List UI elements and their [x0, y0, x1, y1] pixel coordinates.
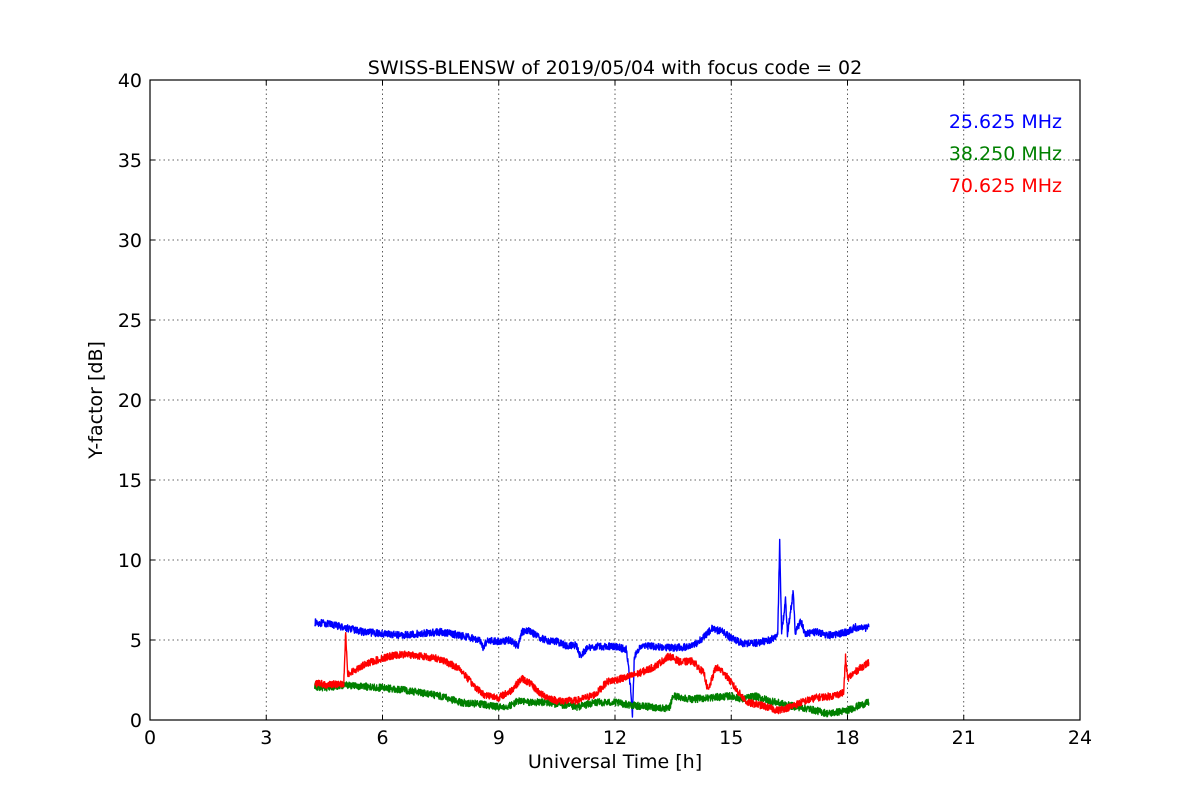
x-tick-label: 9	[493, 727, 505, 749]
y-axis-label: Y-factor [dB]	[85, 341, 107, 460]
x-tick-label: 15	[719, 727, 743, 749]
y-tick-label: 40	[118, 70, 142, 92]
series-line-2	[313, 681, 870, 718]
legend-entry-2: 38.250 MHz	[949, 143, 1062, 165]
y-tick-label: 5	[130, 630, 142, 652]
tick-marks	[149, 79, 1081, 721]
x-tick-label: 24	[1068, 727, 1092, 749]
y-tick-label: 0	[130, 710, 142, 732]
x-tick-label: 12	[603, 727, 627, 749]
chart-title: SWISS-BLENSW of 2019/05/04 with focus co…	[368, 57, 862, 79]
y-tick-label: 20	[118, 390, 142, 412]
x-tick-label: 6	[376, 727, 388, 749]
x-tick-label: 21	[952, 727, 976, 749]
legend: 25.625 MHz 38.250 MHz 70.625 MHz	[949, 111, 1062, 197]
x-tick-labels: 0 3 6 9 12 15 18 21 24	[144, 727, 1092, 749]
y-tick-label: 35	[118, 150, 142, 172]
y-tick-label: 25	[118, 310, 142, 332]
y-tick-label: 30	[118, 230, 142, 252]
y-tick-label: 15	[118, 470, 142, 492]
y-tick-label: 10	[118, 550, 142, 572]
legend-entry-3: 70.625 MHz	[949, 175, 1062, 197]
x-tick-label: 18	[835, 727, 859, 749]
series-group	[313, 538, 870, 718]
legend-entry-1: 25.625 MHz	[949, 111, 1062, 133]
y-tick-labels: 0 5 10 15 20 25 30 35 40	[118, 70, 142, 732]
x-axis-label: Universal Time [h]	[528, 751, 702, 773]
series-line-3	[314, 632, 870, 715]
x-tick-label: 0	[144, 727, 156, 749]
grid-lines	[150, 80, 1080, 720]
x-tick-label: 3	[260, 727, 272, 749]
series-line-1	[314, 538, 870, 718]
